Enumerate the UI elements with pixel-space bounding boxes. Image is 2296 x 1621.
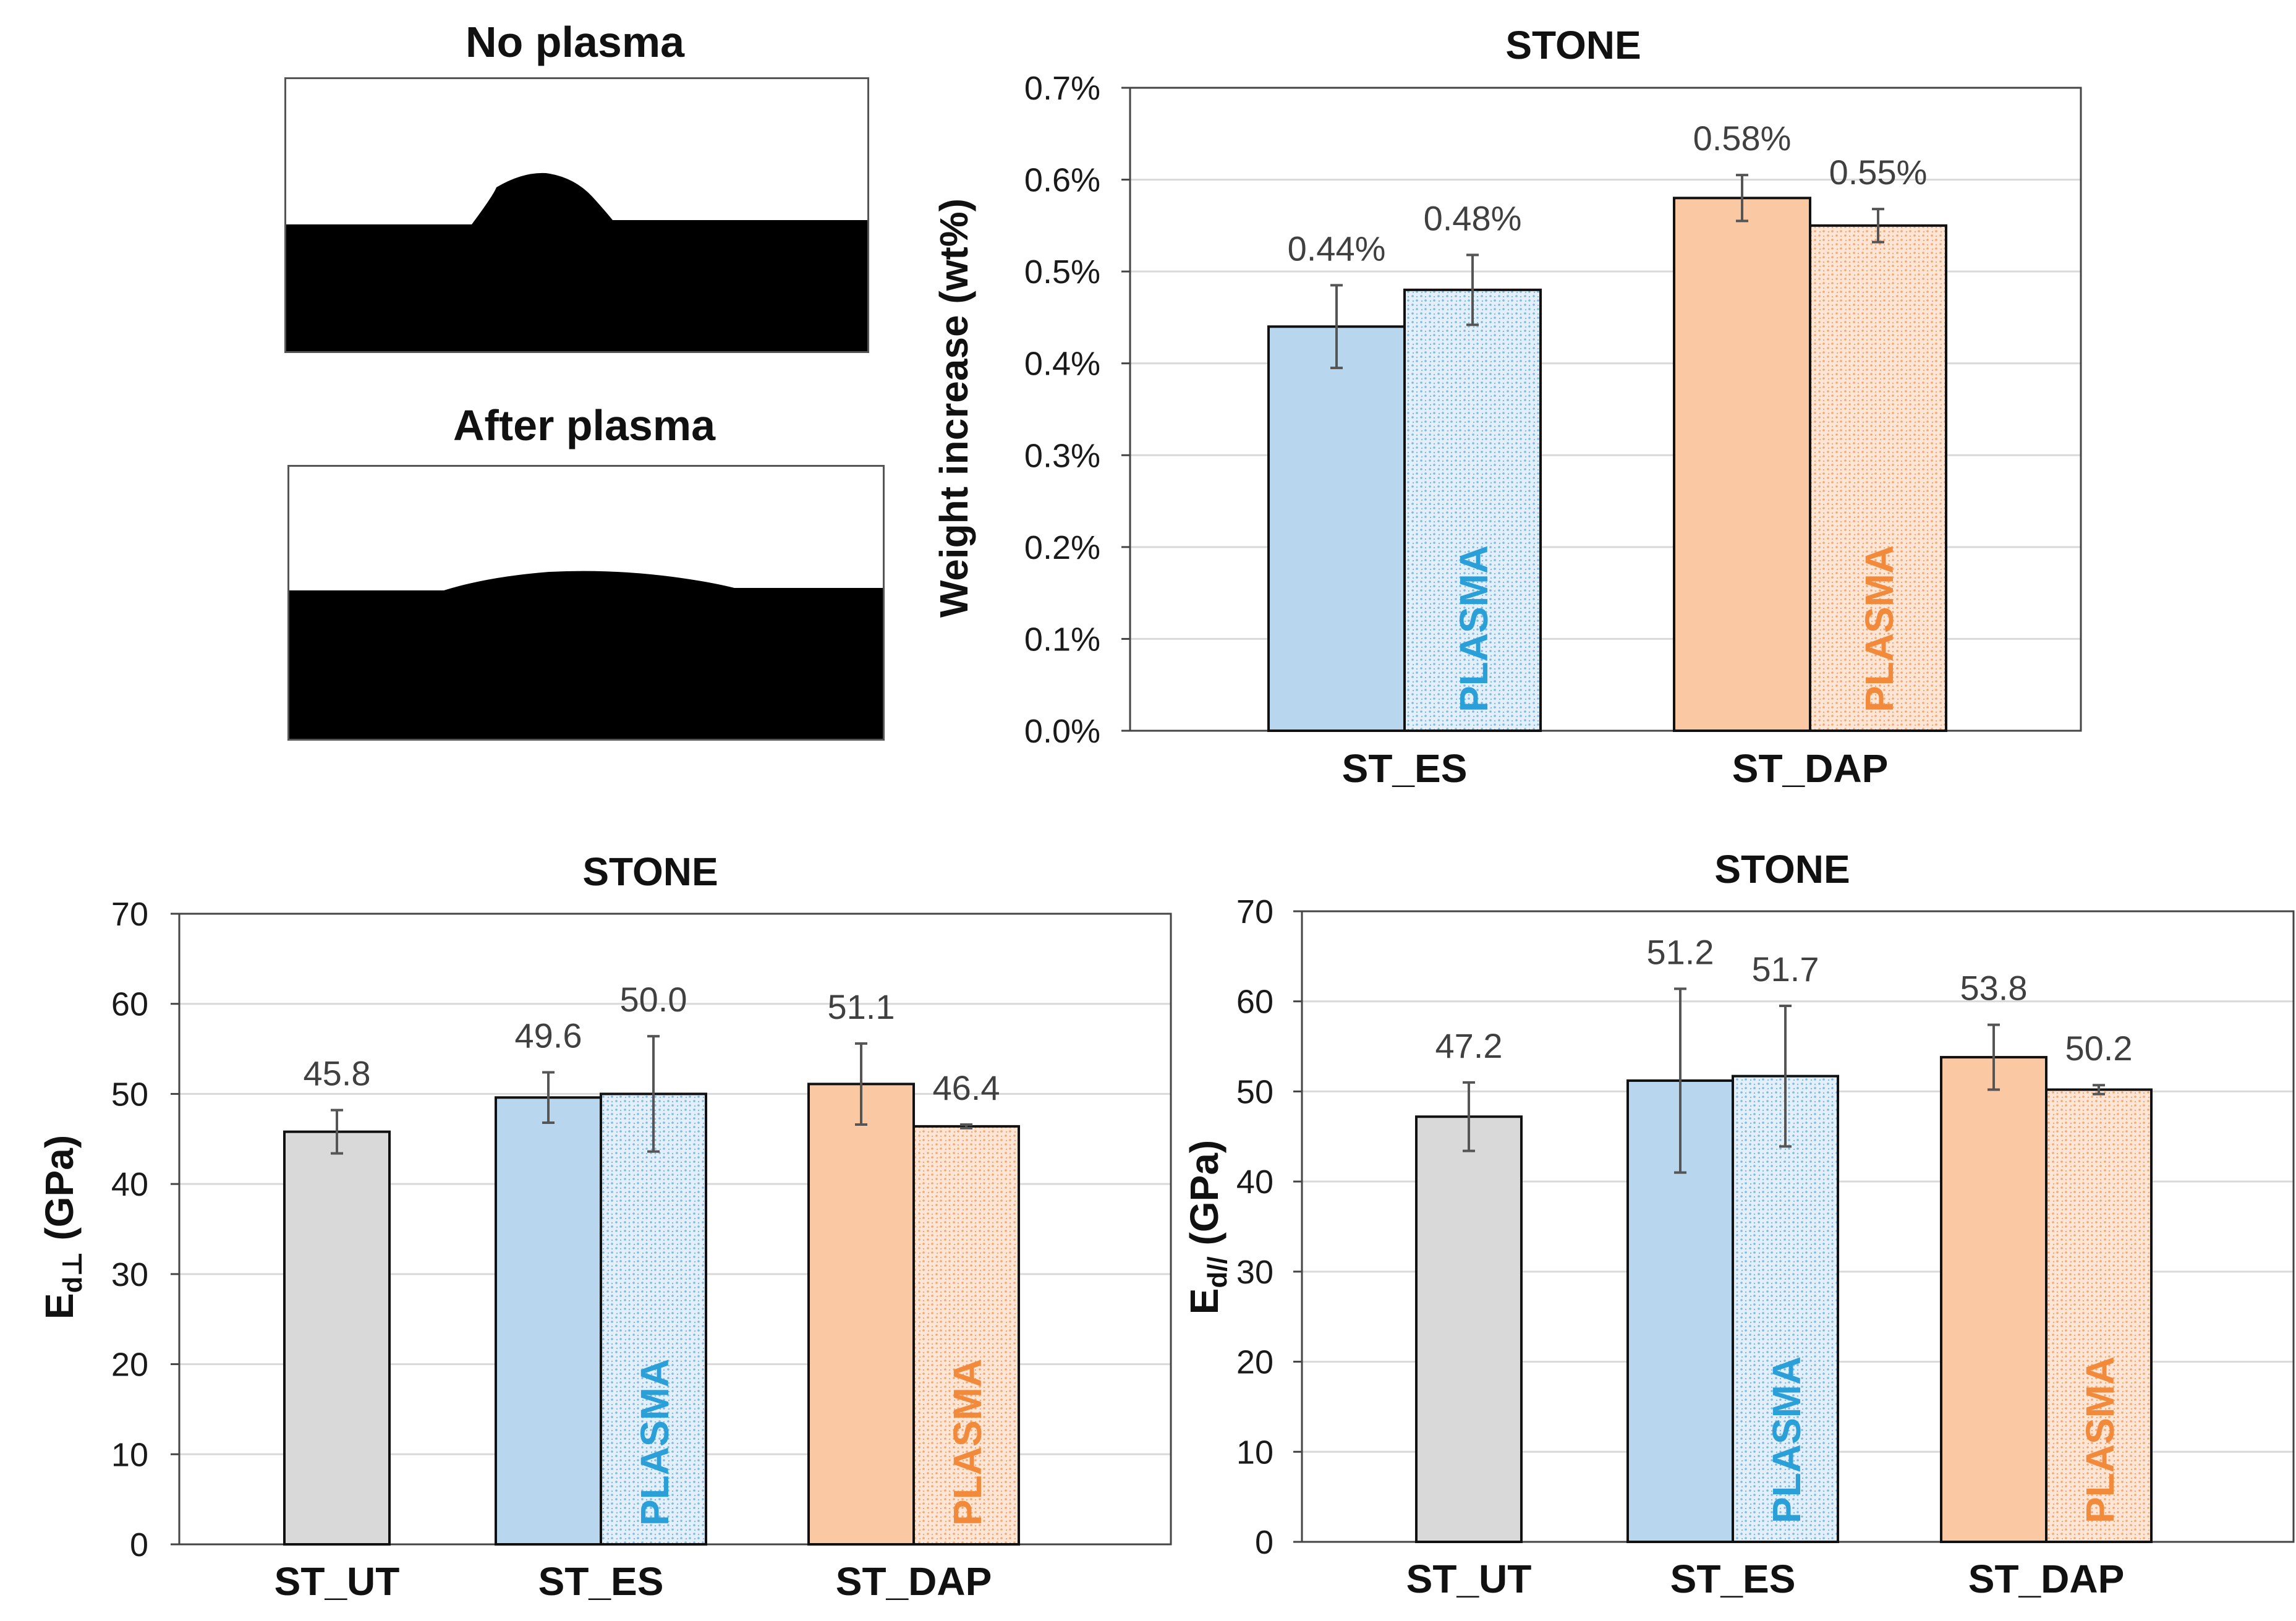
y-axis-label: Weight increase (wt%) bbox=[932, 198, 976, 618]
y-tick-label: 0.4% bbox=[1024, 346, 1100, 383]
x-category-label: ST_ES bbox=[1342, 746, 1468, 791]
y-tick-label: 0 bbox=[130, 1526, 148, 1564]
y-tick-label: 0.7% bbox=[1024, 70, 1100, 107]
y-tick-label: 30 bbox=[1236, 1254, 1273, 1291]
bar-st-es bbox=[1267, 325, 1406, 732]
y-tick-label: 0.5% bbox=[1024, 253, 1100, 291]
y-tick-label: 60 bbox=[1236, 984, 1273, 1021]
photo-title-after-plasma: After plasma bbox=[453, 401, 716, 449]
data-label: 46.4 bbox=[933, 1068, 1000, 1107]
data-label: 49.6 bbox=[515, 1016, 582, 1055]
y-tick-label: 0.1% bbox=[1024, 621, 1100, 658]
y-tick-label: 40 bbox=[1236, 1164, 1273, 1201]
bar-st-dap-plasma bbox=[1809, 224, 1947, 733]
data-label: 0.44% bbox=[1288, 229, 1386, 268]
bar-st-es bbox=[495, 1096, 602, 1546]
plot-frame bbox=[1129, 87, 2082, 732]
x-category-label: ST_DAP bbox=[1968, 1557, 2125, 1601]
x-category-label: ST_UT bbox=[1406, 1557, 1532, 1601]
data-label: 51.2 bbox=[1647, 932, 1714, 971]
data-label: 0.58% bbox=[1693, 119, 1792, 158]
x-category-label: ST_ES bbox=[1670, 1557, 1796, 1601]
y-tick-label: 60 bbox=[111, 986, 148, 1023]
chart-title: STONE bbox=[1714, 847, 1850, 891]
plasma-label: PLASMA bbox=[945, 1359, 990, 1526]
y-tick-label: 70 bbox=[1236, 893, 1273, 930]
droplet-photo-no-plasma bbox=[284, 77, 869, 353]
x-category-label: ST_DAP bbox=[836, 1559, 992, 1604]
y-tick-label: 0.2% bbox=[1024, 529, 1100, 566]
data-label: 50.2 bbox=[2065, 1029, 2133, 1068]
y-tick-label: 20 bbox=[1236, 1344, 1273, 1381]
data-label: 51.1 bbox=[828, 987, 895, 1026]
y-tick-label: 0.3% bbox=[1024, 437, 1100, 474]
plasma-label: PLASMA bbox=[1452, 545, 1496, 712]
bar-st-es-plasma bbox=[600, 1092, 707, 1546]
y-tick-label: 50 bbox=[1236, 1073, 1273, 1110]
plasma-label: PLASMA bbox=[1764, 1356, 1809, 1523]
data-label: 0.55% bbox=[1829, 153, 1928, 192]
data-label: 47.2 bbox=[1435, 1026, 1503, 1065]
data-label: 45.8 bbox=[304, 1054, 371, 1093]
chart-title: STONE bbox=[582, 849, 718, 894]
y-tick-label: 10 bbox=[1236, 1434, 1273, 1471]
y-tick-label: 30 bbox=[111, 1256, 148, 1293]
plasma-label: PLASMA bbox=[632, 1359, 677, 1526]
chart-1: 0.0% 0.1% 0.2% 0.3% 0.4% 0.5% 0.6% 0.7% STONE Wei… bbox=[932, 23, 2082, 791]
y-tick-label: 20 bbox=[111, 1347, 148, 1384]
data-label: 53.8 bbox=[1960, 969, 2028, 1008]
bar-st-dap bbox=[807, 1083, 915, 1546]
y-tick-label: 70 bbox=[111, 896, 148, 933]
chart-3: 0 10 20 30 40 50 60 70 STONE Ed// (GPa) 47.2 ST_UT 5… bbox=[1182, 847, 2295, 1601]
x-category-label: ST_ES bbox=[538, 1559, 664, 1604]
y-tick-label: 0 bbox=[1255, 1524, 1273, 1561]
bar-st-es-plasma bbox=[1403, 288, 1542, 733]
y-tick-label: 0.0% bbox=[1024, 713, 1100, 750]
y-axis-label: Ed// (GPa) bbox=[1182, 1140, 1233, 1314]
droplet-photo-after-plasma bbox=[287, 465, 885, 741]
data-label: 0.48% bbox=[1424, 198, 1522, 237]
y-tick-label: 0.6% bbox=[1024, 162, 1100, 199]
y-tick-label: 40 bbox=[111, 1166, 148, 1203]
photo-title-no-plasma: No plasma bbox=[466, 18, 684, 66]
y-axis-label: Ed⊥ (GPa) bbox=[37, 1135, 88, 1319]
data-label: 51.7 bbox=[1752, 950, 1819, 989]
chart-2: 0 10 20 30 40 50 60 70 STONE Ed⊥ (GPa) 45.8 ST_UT 49… bbox=[37, 849, 1172, 1604]
bar-st-dap-plasma bbox=[2045, 1088, 2153, 1543]
y-tick-label: 10 bbox=[111, 1436, 148, 1473]
bar-st-ut bbox=[1415, 1115, 1523, 1543]
bar-st-es-plasma bbox=[1732, 1074, 1839, 1543]
bar-st-dap bbox=[1673, 197, 1811, 732]
x-category-label: ST_DAP bbox=[1732, 746, 1889, 791]
data-label: 50.0 bbox=[620, 980, 687, 1019]
plasma-label: PLASMA bbox=[2078, 1356, 2122, 1523]
chart-title: STONE bbox=[1505, 23, 1641, 67]
y-tick-label: 50 bbox=[111, 1076, 148, 1113]
plasma-label: PLASMA bbox=[1857, 545, 1902, 712]
bar-st-dap bbox=[1940, 1056, 2047, 1543]
bar-st-ut bbox=[283, 1130, 391, 1546]
bar-st-dap-plasma bbox=[912, 1125, 1020, 1546]
x-category-label: ST_UT bbox=[274, 1559, 400, 1604]
